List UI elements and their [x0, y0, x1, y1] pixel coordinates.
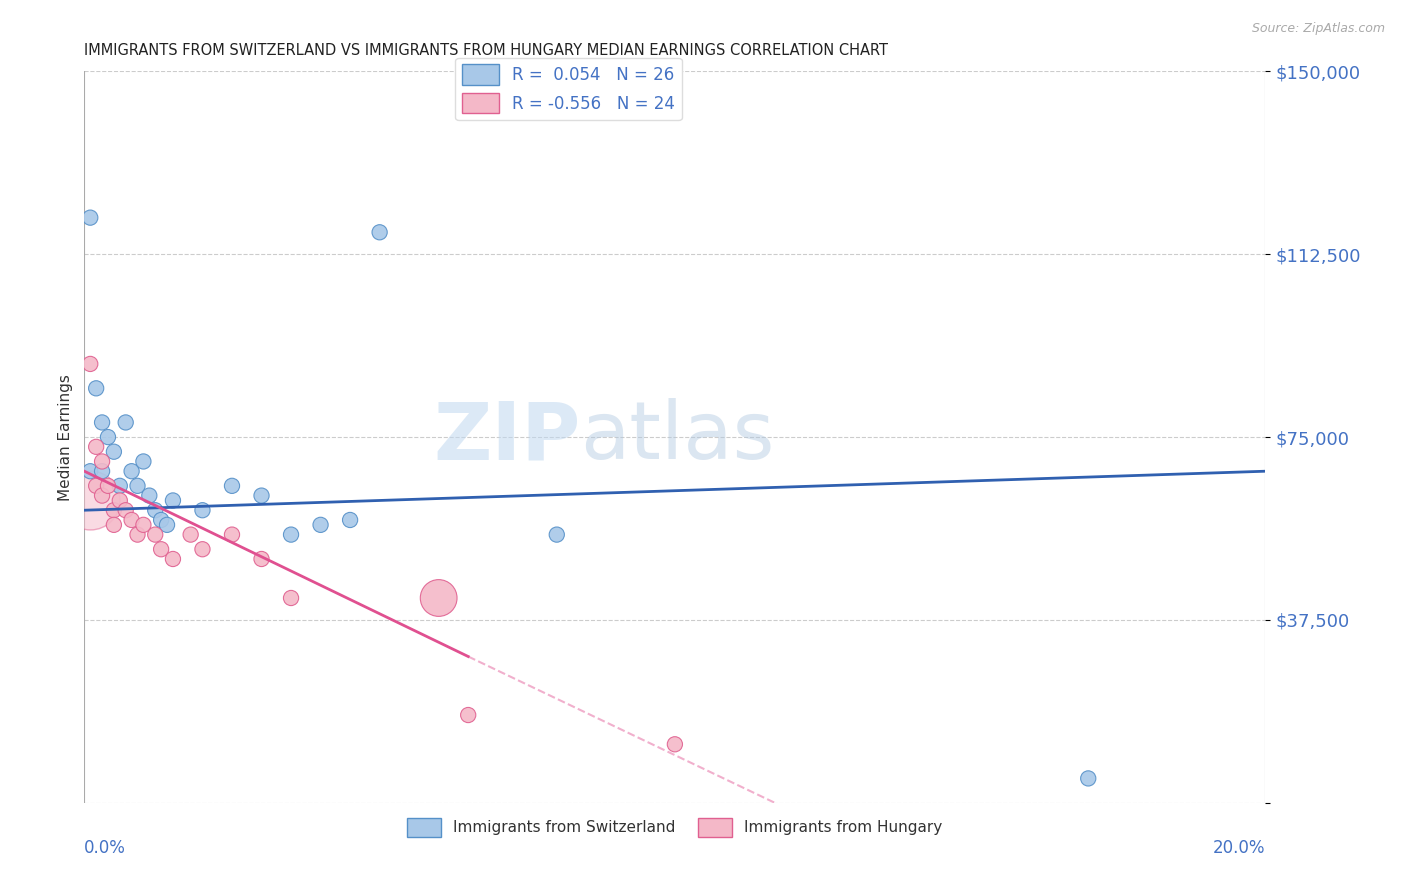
Point	[138, 489, 160, 503]
Point	[91, 464, 114, 478]
Point	[150, 542, 173, 557]
Point	[108, 493, 131, 508]
Point	[127, 527, 149, 541]
Point	[108, 479, 131, 493]
Point	[103, 503, 125, 517]
Point	[79, 493, 101, 508]
Point	[132, 454, 155, 468]
Point	[91, 416, 114, 430]
Point	[339, 513, 361, 527]
Text: ZIP: ZIP	[433, 398, 581, 476]
Point	[162, 493, 184, 508]
Point	[143, 527, 166, 541]
Point	[250, 552, 273, 566]
Point	[221, 479, 243, 493]
Point	[309, 517, 332, 532]
Point	[280, 527, 302, 541]
Point	[546, 527, 568, 541]
Point	[162, 552, 184, 566]
Text: atlas: atlas	[581, 398, 775, 476]
Point	[143, 503, 166, 517]
Point	[114, 503, 136, 517]
Point	[191, 542, 214, 557]
Point	[91, 489, 114, 503]
Point	[103, 444, 125, 458]
Point	[79, 211, 101, 225]
Point	[79, 357, 101, 371]
Point	[91, 454, 114, 468]
Point	[664, 737, 686, 751]
Point	[250, 489, 273, 503]
Point	[427, 591, 450, 605]
Legend: Immigrants from Switzerland, Immigrants from Hungary: Immigrants from Switzerland, Immigrants …	[401, 812, 949, 843]
Point	[84, 440, 107, 454]
Point	[97, 430, 120, 444]
Point	[457, 708, 479, 723]
Point	[191, 503, 214, 517]
Point	[280, 591, 302, 605]
Point	[150, 513, 173, 527]
Point	[132, 517, 155, 532]
Text: 20.0%: 20.0%	[1213, 839, 1265, 857]
Point	[180, 527, 202, 541]
Point	[221, 527, 243, 541]
Point	[114, 416, 136, 430]
Point	[127, 479, 149, 493]
Point	[121, 513, 143, 527]
Point	[84, 381, 107, 395]
Point	[103, 517, 125, 532]
Text: IMMIGRANTS FROM SWITZERLAND VS IMMIGRANTS FROM HUNGARY MEDIAN EARNINGS CORRELATI: IMMIGRANTS FROM SWITZERLAND VS IMMIGRANT…	[84, 43, 889, 58]
Text: 0.0%: 0.0%	[84, 839, 127, 857]
Point	[97, 479, 120, 493]
Point	[84, 479, 107, 493]
Text: Source: ZipAtlas.com: Source: ZipAtlas.com	[1251, 22, 1385, 36]
Point	[156, 517, 179, 532]
Y-axis label: Median Earnings: Median Earnings	[58, 374, 73, 500]
Point	[121, 464, 143, 478]
Point	[79, 464, 101, 478]
Point	[368, 225, 391, 239]
Point	[1077, 772, 1099, 786]
